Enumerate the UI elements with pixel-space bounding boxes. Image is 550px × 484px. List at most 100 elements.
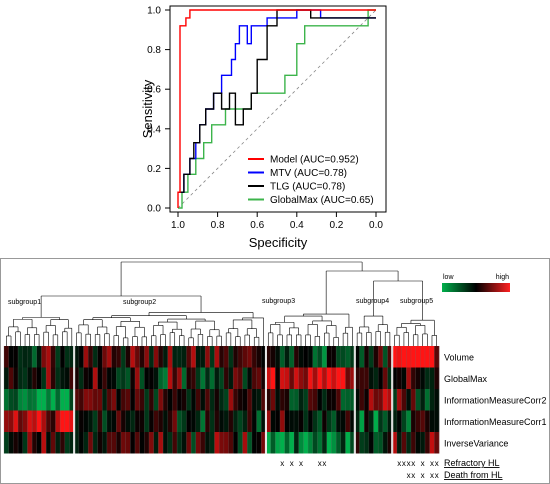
heatmap-cell	[237, 367, 243, 389]
heatmap-cell	[60, 410, 66, 432]
heatmap-cell	[415, 410, 421, 432]
heatmap-cell	[186, 410, 192, 432]
heatmap-cell	[345, 410, 351, 432]
heatmap-cell	[144, 367, 150, 389]
heatmap-cell	[368, 410, 374, 432]
heatmap-cell	[378, 410, 384, 432]
heatmap-cell	[251, 367, 257, 389]
heatmap-cell	[36, 389, 42, 411]
y-tick-label: 1.0	[147, 6, 161, 17]
heatmap-cell	[8, 367, 14, 389]
heatmap-cell	[251, 432, 257, 454]
heatmap-cell	[69, 389, 75, 411]
heatmap-cell	[312, 389, 318, 411]
heatmap-cell	[74, 410, 80, 432]
heatmap-cell	[27, 367, 33, 389]
heatmap-cell	[378, 432, 384, 454]
heatmap-cell	[88, 389, 94, 411]
heatmap-cell	[149, 346, 154, 368]
heatmap-cell	[111, 432, 117, 454]
heatmap-cell	[18, 367, 24, 389]
heatmap-cell	[167, 432, 173, 454]
heatmap-cell	[186, 367, 192, 389]
heatmap-cell	[214, 389, 220, 411]
heatmap-cell	[78, 432, 84, 454]
heatmap-cell	[177, 389, 183, 411]
heatmap-cell	[275, 432, 281, 454]
heatmap-cell	[410, 367, 416, 389]
heatmap-cell	[78, 389, 84, 411]
heatmap-cell	[22, 389, 28, 411]
heatmap-cell	[55, 432, 61, 454]
heatmap-cell	[298, 410, 304, 432]
heatmap-cell	[382, 346, 388, 368]
heatmap-cell	[97, 432, 103, 454]
heatmap-cell	[167, 346, 173, 368]
heatmap-cell	[22, 432, 28, 454]
annotation-marker: x	[402, 459, 406, 468]
heatmap-cell	[233, 432, 239, 454]
annotation-marker: x	[421, 459, 425, 468]
heatmap-cell	[420, 432, 426, 454]
heatmap-cell	[27, 389, 33, 411]
heatmap-cell	[322, 346, 328, 368]
heatmap-cell	[209, 432, 215, 454]
heatmap-cell	[284, 346, 290, 368]
heatmap-cell	[111, 346, 117, 368]
heatmap-cell	[88, 410, 94, 432]
heatmap-cell	[209, 367, 215, 389]
annotation-marker: x	[430, 471, 434, 480]
heatmap-cell	[186, 389, 192, 411]
heatmap-cell	[64, 410, 70, 432]
heatmap-cell	[130, 389, 136, 411]
heatmap-cell	[191, 346, 197, 368]
heatmap-cell	[153, 389, 159, 411]
heatmap-cell	[364, 367, 370, 389]
heatmap-cell	[83, 410, 89, 432]
x-tick-label: 0.8	[211, 220, 225, 231]
heatmap-cell	[247, 367, 253, 389]
heatmap-cell	[396, 367, 402, 389]
heatmap-cell	[158, 389, 164, 411]
heatmap-cell	[429, 432, 435, 454]
heatmap-cell	[92, 410, 98, 432]
heatmap-cell	[415, 346, 421, 368]
heatmap-cell	[102, 410, 108, 432]
heatmap-cell	[261, 432, 267, 454]
heatmap-cell	[317, 346, 323, 368]
heatmap-cell	[83, 367, 89, 389]
heatmap-cell	[83, 389, 89, 411]
heatmap-cell	[387, 432, 393, 454]
heatmap-cell	[359, 432, 365, 454]
heatmap-cell	[429, 367, 435, 389]
heatmap-cell	[340, 432, 346, 454]
heatmap-cell	[46, 346, 52, 368]
heatmap-cell	[406, 410, 412, 432]
heatmap-cell	[396, 410, 402, 432]
heatmap-cell	[46, 410, 52, 432]
heatmap-cell	[279, 432, 285, 454]
heatmap-cell	[317, 367, 323, 389]
heatmap-cell	[396, 432, 402, 454]
annotation-marker: x	[299, 459, 303, 468]
heatmap-cell	[116, 389, 122, 411]
heatmap-cell	[69, 410, 75, 432]
roc-legend: Model (AUC=0.952) MTV (AUC=0.78) TLG (AUC=…	[248, 155, 374, 206]
heatmap-cell	[242, 432, 248, 454]
heatmap-cell	[265, 410, 271, 432]
heatmap-row-label: GlobalMax	[444, 374, 488, 384]
heatmap-cell	[163, 346, 169, 368]
heatmap-cell	[256, 389, 262, 411]
heatmap-cell	[303, 346, 309, 368]
heatmap-cell	[308, 346, 314, 368]
heatmap-cell	[41, 346, 47, 368]
heatmap-cell	[205, 410, 211, 432]
legend-entry: MTV (AUC=0.78)	[270, 168, 347, 179]
annotation-marker: x	[411, 471, 415, 480]
heatmap-cell	[406, 389, 412, 411]
heatmap-cell	[289, 346, 295, 368]
heatmap-cell	[55, 346, 61, 368]
heatmap-cell	[36, 432, 42, 454]
heatmap-cell	[261, 367, 267, 389]
